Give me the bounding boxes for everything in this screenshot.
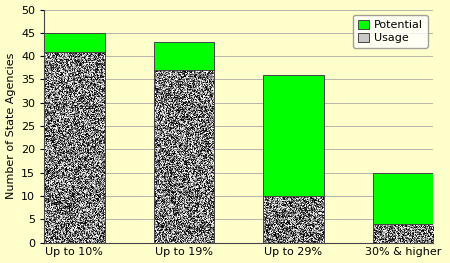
Bar — [44, 52, 104, 242]
Bar — [44, 52, 104, 242]
Bar — [373, 224, 433, 242]
Bar — [373, 173, 433, 224]
Bar — [154, 70, 214, 242]
Bar — [154, 42, 214, 70]
Bar — [263, 75, 324, 196]
Bar — [373, 224, 433, 242]
Y-axis label: Number of State Agencies: Number of State Agencies — [5, 53, 16, 199]
Legend: Potential, Usage: Potential, Usage — [353, 15, 428, 48]
Bar — [263, 196, 324, 242]
Bar — [154, 70, 214, 242]
Bar — [263, 196, 324, 242]
Bar — [44, 33, 104, 52]
